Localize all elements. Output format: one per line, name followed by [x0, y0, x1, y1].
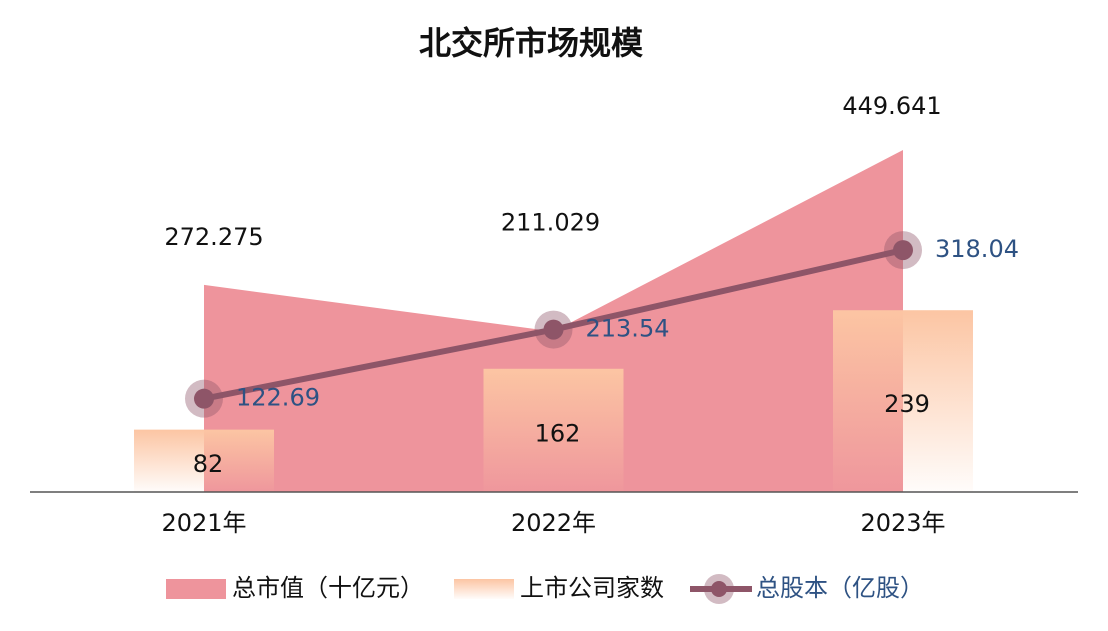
data-label: 272.275 [164, 223, 263, 251]
legend-swatch [166, 579, 226, 599]
chart-title: 北交所市场规模 [419, 24, 643, 62]
legend-label: 上市公司家数 [520, 574, 664, 602]
data-label: 449.641 [842, 92, 941, 120]
x-tick-label: 2023年 [860, 509, 945, 537]
bar [134, 429, 274, 492]
data-label: 82 [193, 450, 224, 478]
data-label: 211.029 [501, 208, 600, 236]
legend-marker [711, 581, 727, 597]
marker [194, 388, 214, 409]
marker [893, 240, 913, 261]
marker [543, 319, 564, 340]
data-label: 162 [535, 419, 581, 447]
data-label: 318.04 [935, 235, 1019, 263]
data-label: 213.54 [586, 315, 670, 343]
legend-label: 总股本（亿股） [756, 574, 924, 602]
x-tick-label: 2021年 [161, 509, 246, 537]
x-tick-label: 2022年 [511, 509, 596, 537]
area [204, 150, 903, 492]
legend-label: 总市值（十亿元） [232, 574, 424, 602]
legend-swatch [454, 579, 514, 599]
data-label: 239 [884, 390, 930, 418]
bar [483, 368, 624, 492]
bar [833, 310, 973, 492]
data-label: 122.69 [236, 384, 320, 412]
